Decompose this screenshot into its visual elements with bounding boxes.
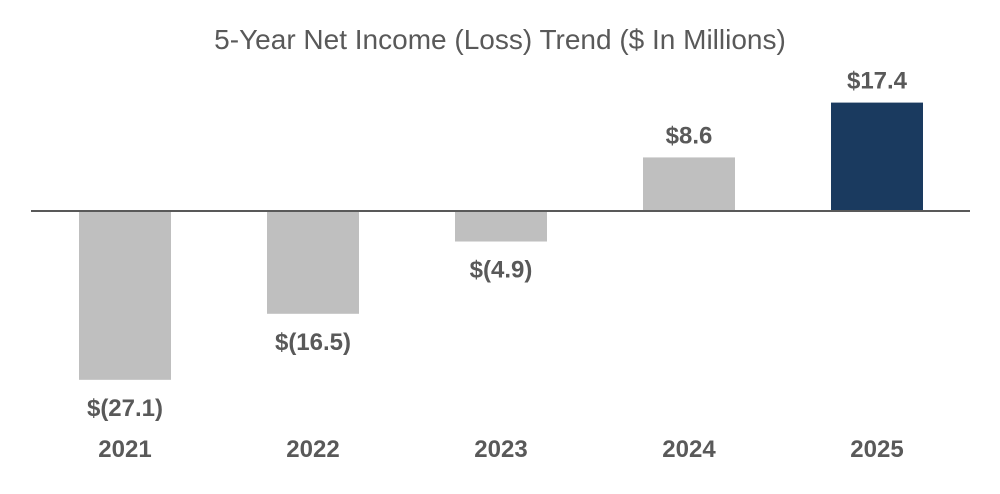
x-tick-label-2021: 2021 xyxy=(98,436,151,463)
data-label-2024: $8.6 xyxy=(666,122,713,149)
data-label-2022: $(16.5) xyxy=(275,329,351,356)
data-label-2025: $17.4 xyxy=(847,68,908,95)
x-tick-label-2024: 2024 xyxy=(662,436,716,463)
bar-2025 xyxy=(831,102,923,211)
data-label-2021: $(27.1) xyxy=(87,395,163,422)
x-tick-label-2023: 2023 xyxy=(474,436,527,463)
bar-2024 xyxy=(643,157,735,211)
bar-2023 xyxy=(455,211,547,242)
chart-title: 5-Year Net Income (Loss) Trend ($ In Mil… xyxy=(214,24,786,55)
bar-2022 xyxy=(267,211,359,314)
x-tick-label-2022: 2022 xyxy=(286,436,339,463)
x-tick-label-2025: 2025 xyxy=(850,436,903,463)
data-label-2023: $(4.9) xyxy=(470,257,533,284)
bar-2021 xyxy=(79,211,171,380)
